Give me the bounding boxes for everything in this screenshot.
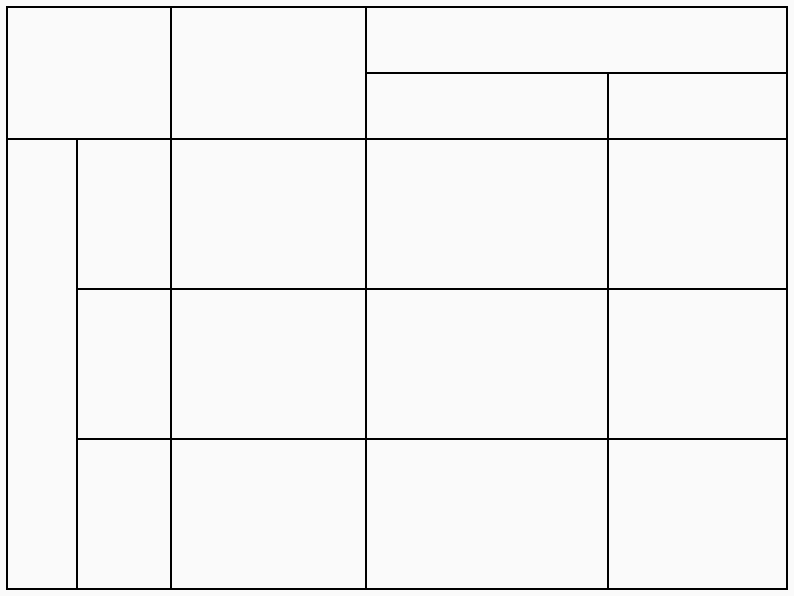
quadrant-cell-0 [366, 139, 608, 289]
monotone-cell-1 [608, 289, 787, 439]
b-cell-0 [77, 139, 171, 289]
b-cell-2 [77, 439, 171, 589]
properties-table [6, 6, 788, 590]
equation-cell [7, 7, 171, 139]
graph-cell-2 [171, 439, 366, 589]
monotone-cell-2 [608, 439, 787, 589]
quadrant-header [366, 73, 608, 139]
monotone-header [608, 73, 787, 139]
k-cell [7, 139, 77, 589]
graph-header [171, 7, 366, 139]
quadrant-cell-1 [366, 289, 608, 439]
graph-cell-0 [171, 139, 366, 289]
b-cell-1 [77, 289, 171, 439]
quadrant-cell-2 [366, 439, 608, 589]
monotone-cell-0 [608, 139, 787, 289]
property-header [366, 7, 787, 73]
graph-cell-1 [171, 289, 366, 439]
